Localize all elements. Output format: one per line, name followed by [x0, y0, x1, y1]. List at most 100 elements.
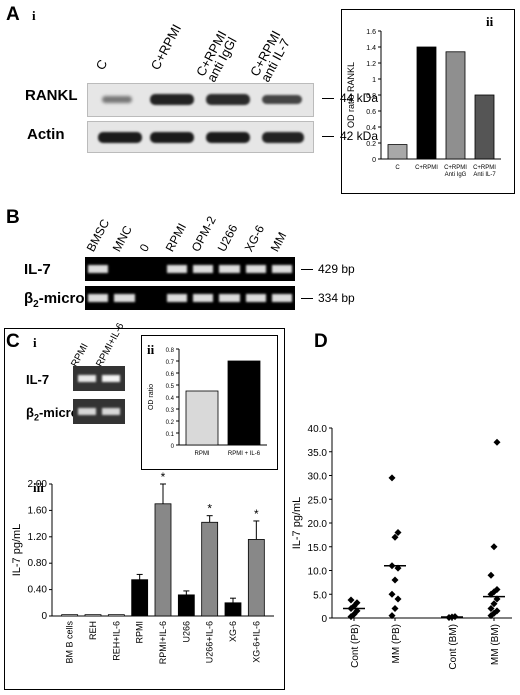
panel-a-i-label: i: [32, 8, 36, 23]
chart-c-ii: 0 0.1 0.2 0.3 0.4 0.5 0.6 0.7 0.8 OD ratio RPMI RPM…: [148, 348, 267, 457]
data-point: [490, 543, 498, 551]
y-tick-label: 1.6: [366, 29, 376, 36]
panel-c-letter: C: [6, 331, 20, 352]
panel-c-ii-label: ii: [147, 342, 155, 357]
chart-c-iii: 0 0.40 0.80 1.20 1.60 2.00 IL-7 pg/mL BM B cell…: [11, 470, 274, 664]
panel-b-lane-label: U266: [215, 222, 241, 254]
y-tick-label: 15.0: [308, 543, 328, 554]
gel-band: [102, 408, 120, 415]
panel-d-letter: D: [314, 331, 328, 352]
b2micro-marker: [301, 298, 313, 299]
y-tick-label: 0.8: [366, 93, 376, 100]
x-tick-label: C: [395, 165, 400, 171]
y-tick-label: 0.2: [366, 141, 376, 148]
y-tick-label: 0: [321, 614, 327, 625]
bar: [107, 614, 125, 617]
data-point: [388, 612, 396, 620]
bar: [201, 521, 219, 617]
y-tick-label: 40.0: [308, 424, 328, 435]
panel-a-lane-label: C: [92, 57, 111, 73]
il7-size: 429 bp: [318, 262, 355, 276]
panel-a-lane-label: C+RPMI anti IL-7: [247, 28, 293, 85]
data-point: [347, 596, 355, 604]
data-point: [391, 605, 399, 612]
band: [102, 96, 132, 103]
y-tick-label: 0.4: [166, 396, 175, 402]
panel-b-lane-label: MNC: [110, 223, 136, 254]
x-tick-label: RPMI: [195, 451, 210, 457]
panel-a-lane-label: C+RPMI: [147, 21, 185, 73]
bar: [474, 94, 495, 160]
panel-b-lane-label: BMSC: [83, 216, 113, 254]
panel-a-ii-label: ii: [486, 14, 494, 29]
gel-band: [193, 294, 214, 302]
y-tick-label: 0.5: [166, 384, 175, 390]
panel-c-frame: [4, 328, 285, 690]
data-point: [353, 599, 361, 607]
y-tick-label: 20.0: [308, 519, 328, 530]
data-point: [487, 605, 495, 612]
panel-b-lane-label: MM: [267, 229, 290, 254]
significance-star: *: [254, 507, 259, 521]
x-tick-label: RPMI: [135, 621, 145, 644]
bar: [154, 503, 172, 617]
panel-a-letter: A: [6, 4, 20, 25]
y-axis-label: IL-7 pg/mL: [11, 524, 23, 577]
y-tick-label: 5.0: [313, 590, 327, 601]
band: [262, 132, 304, 143]
panel-c-i-label: i: [33, 335, 37, 350]
y-tick-label: 0.1: [166, 432, 175, 438]
data-point: [490, 600, 498, 608]
c-b2micro-label: β2-micro: [26, 405, 79, 423]
gel-band: [78, 375, 96, 382]
panel-b-letter: B: [6, 207, 20, 228]
data-point: [493, 586, 501, 593]
panel-b-lane-label: RPMI: [162, 220, 189, 254]
gel-band: [219, 265, 240, 273]
y-tick-label: 1: [372, 77, 376, 84]
band: [150, 94, 194, 105]
data-point: [391, 533, 399, 541]
x-tick-label: C+RPMI Anti IgG: [444, 165, 467, 178]
gel-band: [114, 294, 135, 302]
gel-band: [78, 408, 96, 415]
rankl-blot: [87, 83, 314, 117]
y-tick-label: 30.0: [308, 472, 328, 483]
gel-band: [271, 265, 292, 273]
y-tick-label: 0.3: [166, 408, 175, 414]
y-tick-label: 0.6: [166, 372, 175, 378]
gel-band: [245, 294, 266, 302]
bar: [247, 539, 265, 617]
gel-band: [102, 375, 120, 382]
actin-label: Actin: [27, 126, 65, 143]
y-tick-label: 0: [171, 444, 175, 450]
b2micro-gel: [85, 286, 295, 310]
actin-blot: [87, 121, 314, 153]
bar: [224, 602, 242, 617]
y-tick-label: 1.20: [28, 532, 48, 543]
data-point: [493, 438, 501, 446]
gel-band: [166, 265, 187, 273]
x-tick-label: C+RPMI: [415, 165, 438, 171]
data-point: [493, 607, 501, 615]
y-axis-label: IL-7 pg/mL: [291, 497, 303, 550]
il7-marker: [301, 269, 313, 270]
rankl-label: RANKL: [25, 87, 78, 104]
y-tick-label: 0.7: [166, 360, 175, 366]
y-axis-label: OD ratio: [148, 384, 155, 410]
y-tick-label: 35.0: [308, 448, 328, 459]
panel-a-lane-label: C+RPMI anti IgGl: [193, 28, 240, 85]
bar: [445, 51, 466, 160]
il7-gel-label: IL-7: [24, 261, 51, 278]
y-tick-label: 0.2: [166, 420, 175, 426]
panel-c-iii-label: iii: [33, 480, 44, 495]
gel-band: [193, 265, 214, 273]
x-tick-label: U266+IL-6: [205, 621, 215, 663]
data-point: [394, 595, 402, 603]
bar: [61, 614, 79, 617]
y-tick-label: 25.0: [308, 495, 328, 506]
y-tick-label: 0.4: [366, 125, 376, 132]
significance-star: *: [207, 502, 212, 516]
data-point: [487, 571, 495, 579]
x-tick-label: Cont (PB): [350, 624, 361, 668]
